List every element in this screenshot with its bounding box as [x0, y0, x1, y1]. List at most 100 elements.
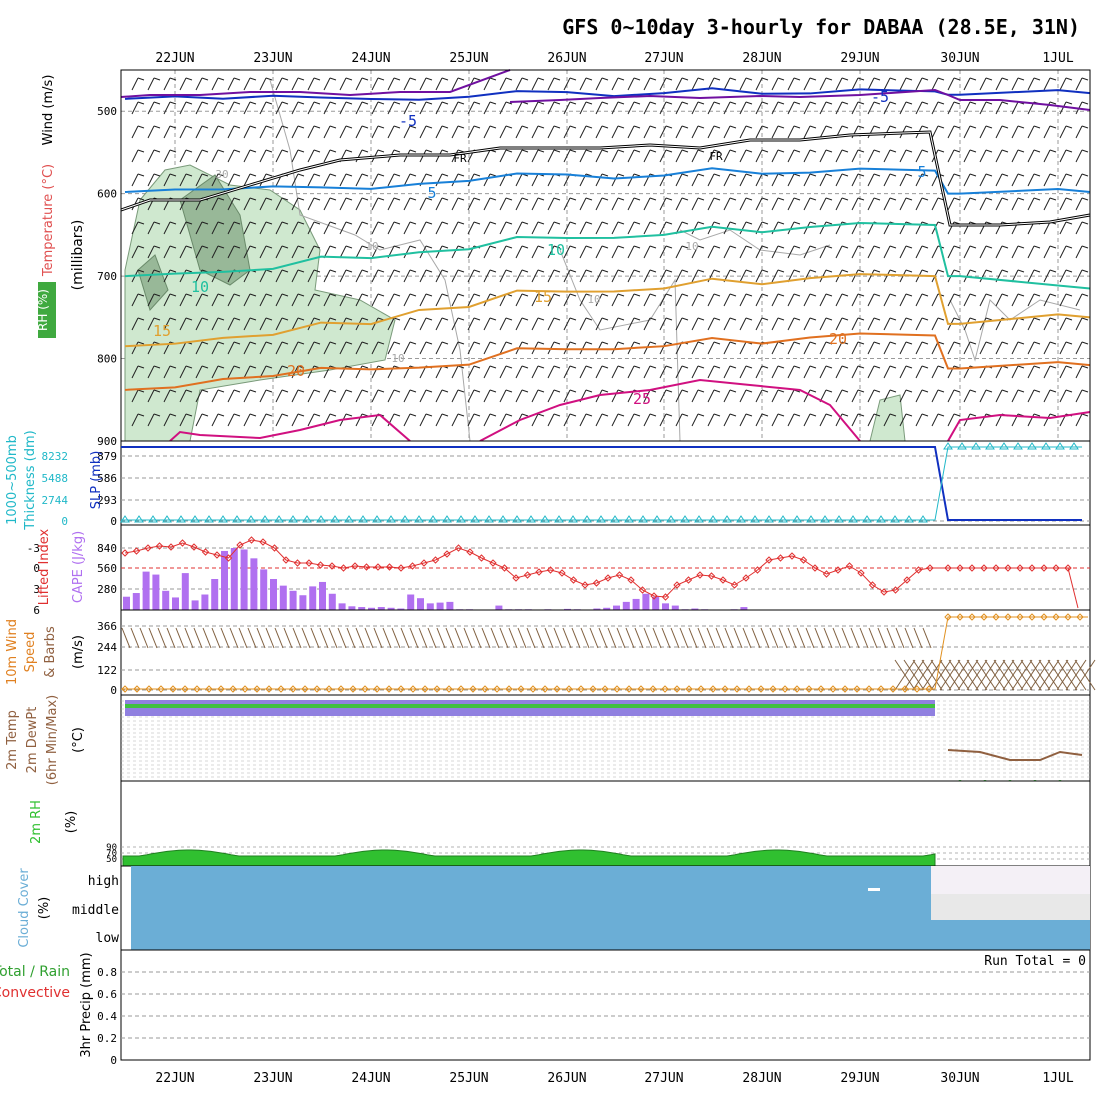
- wind-barb-flag: [249, 125, 257, 129]
- lifted-index-marker: [293, 559, 302, 567]
- cape-bar: [338, 603, 346, 610]
- wind-barb-flag: [537, 125, 545, 129]
- ylabel-precip: 3hr Precip (mm): [79, 952, 94, 1057]
- lifted-index-marker: [431, 556, 440, 564]
- ylabel-wind: Wind (m/s): [41, 75, 56, 146]
- wind-barb-flag: [393, 269, 401, 273]
- wind-barb-flag: [729, 245, 737, 249]
- wind-barb-flag: [345, 341, 353, 345]
- wind-barb: [243, 245, 251, 259]
- x-tick-label-top: 28JUN: [742, 51, 781, 66]
- wind-barb: [179, 149, 187, 163]
- wind-barb: [595, 101, 603, 115]
- wind-barb: [1043, 77, 1051, 91]
- wind-barb: [691, 389, 699, 403]
- wind-barb-flag: [249, 101, 257, 105]
- wind-barb-flag: [217, 293, 225, 297]
- thickness-marker: [428, 515, 438, 523]
- wind-barb-flag: [633, 365, 641, 369]
- wind10-barb: [1020, 659, 1042, 691]
- thickness-marker: [190, 515, 200, 523]
- thickness-marker: [862, 515, 872, 523]
- wind-barb-flag: [921, 341, 929, 345]
- wind-barb-flag: [665, 413, 673, 417]
- wind-barb-flag: [345, 269, 353, 273]
- wind-barb: [1059, 365, 1067, 379]
- wind-barb: [403, 293, 411, 307]
- wind-barb: [787, 389, 795, 403]
- wind-barb-flag: [969, 293, 977, 297]
- wind-barb-flag: [793, 197, 801, 201]
- wind10-barb: [787, 627, 797, 649]
- wind-barb-flag: [265, 269, 273, 273]
- lifted-index-marker: [558, 569, 566, 577]
- wind-barb: [1059, 77, 1067, 91]
- wind-barb: [675, 413, 683, 427]
- wind-barb: [195, 245, 203, 259]
- wind-barb-flag: [265, 221, 273, 225]
- wind10-barb: [481, 627, 491, 649]
- wind-barb-flag: [217, 125, 225, 129]
- wind-barb-flag: [1049, 173, 1057, 177]
- wind-barb: [675, 389, 683, 403]
- wind-barb: [307, 101, 315, 115]
- wind-barb-flag: [585, 221, 593, 225]
- wind10-speed-marker: [1052, 613, 1060, 621]
- wind-barb: [307, 317, 315, 331]
- wind-barb-flag: [633, 245, 641, 249]
- wind-barb: [787, 317, 795, 331]
- wind-barb-flag: [377, 389, 385, 393]
- wind-barb-flag: [649, 221, 657, 225]
- wind-barb: [723, 245, 731, 259]
- wind10-barb: [247, 627, 257, 649]
- thickness-marker: [386, 515, 396, 523]
- wind-barb: [403, 269, 411, 283]
- wind-barb: [819, 221, 827, 235]
- wind-barb: [867, 245, 875, 259]
- lifted-index-marker: [270, 544, 279, 552]
- wind-barb-flag: [553, 149, 561, 153]
- wind-barb-flag: [649, 365, 657, 369]
- wind-barb-flag: [921, 413, 929, 417]
- wind-barb-flag: [217, 317, 225, 321]
- wind-barb-flag: [937, 341, 945, 345]
- wind10-barb: [670, 627, 680, 649]
- wind-barb-flag: [553, 125, 561, 129]
- wind-barb-flag: [1033, 413, 1041, 417]
- wind-barb-flag: [1049, 341, 1057, 345]
- wind-barb-flag: [1081, 77, 1089, 81]
- wind-barb-flag: [793, 173, 801, 177]
- wind-barb: [387, 317, 395, 331]
- wind-barb-flag: [489, 413, 497, 417]
- wind-barb: [963, 293, 971, 307]
- wind-barb: [995, 125, 1003, 139]
- wind10-barb: [310, 627, 320, 649]
- wind-barb-flag: [745, 125, 753, 129]
- wind-barb: [163, 269, 171, 283]
- wind-barb: [579, 293, 587, 307]
- wind-barb-flag: [617, 125, 625, 129]
- wind10-barb: [814, 627, 824, 649]
- wind-barb-flag: [809, 125, 817, 129]
- rh-contour: [949, 299, 1081, 362]
- wind-barb-flag: [521, 221, 529, 225]
- wind10-barb: [517, 627, 527, 649]
- wind-barb-flag: [393, 149, 401, 153]
- cape-bar: [642, 593, 650, 610]
- wind-barb: [147, 389, 155, 403]
- thickness-marker: [610, 515, 620, 523]
- wind10-speed-marker: [577, 685, 585, 693]
- wind-barb-flag: [569, 365, 577, 369]
- y-tick-label-right: 280: [97, 583, 117, 596]
- wind-barb-flag: [1081, 365, 1089, 369]
- wind-barb-flag: [1081, 389, 1089, 393]
- wind10-barb: [957, 659, 979, 691]
- wind-barb: [691, 317, 699, 331]
- wind10-speed-marker: [541, 685, 549, 693]
- ylabel-precip-convective: Convective: [0, 985, 70, 1001]
- wind-barb-flag: [1001, 341, 1009, 345]
- wind-barb: [755, 293, 763, 307]
- wind-barb-flag: [521, 317, 529, 321]
- wind-barb: [371, 269, 379, 283]
- wind10-barb: [490, 627, 500, 649]
